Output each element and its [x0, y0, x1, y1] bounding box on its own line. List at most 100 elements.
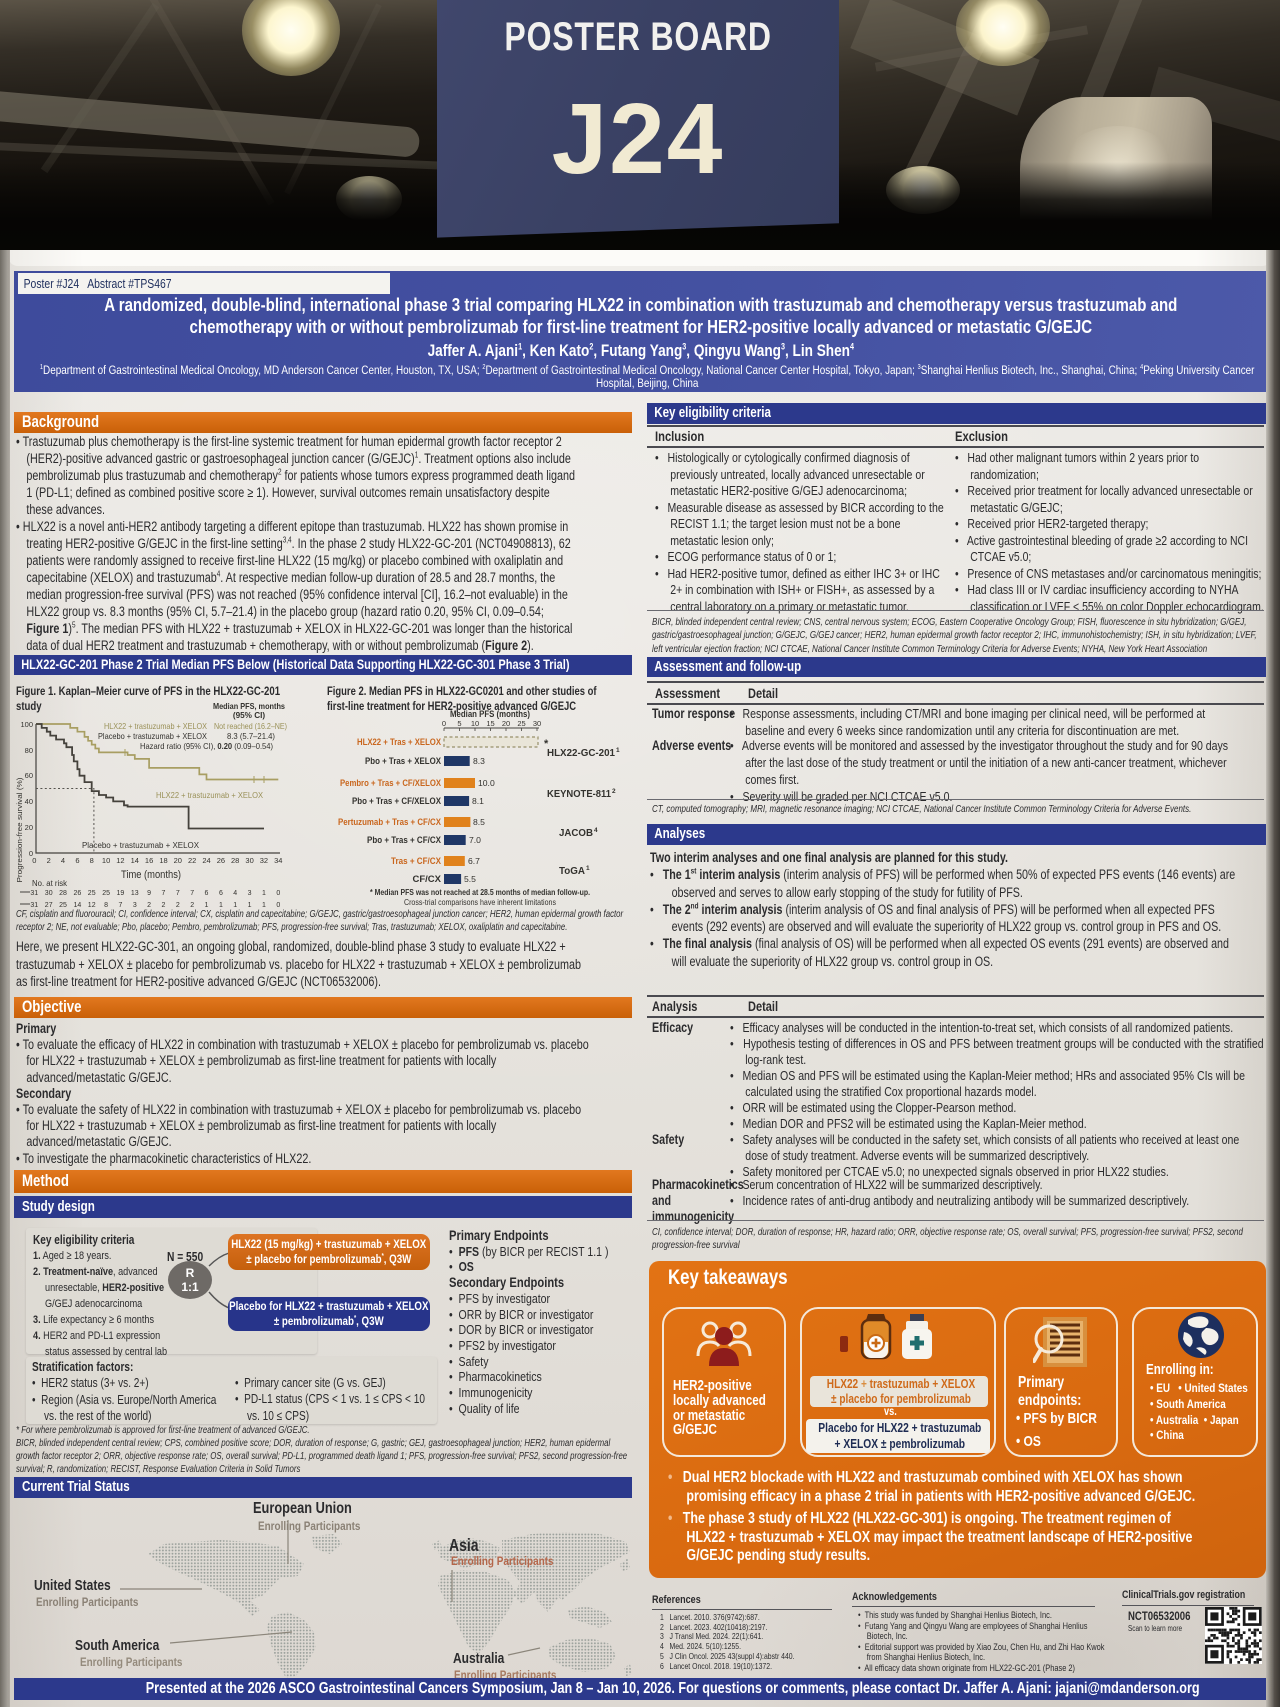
svg-text:60: 60: [25, 771, 33, 780]
svg-text:5: 5: [457, 719, 461, 728]
svg-text:HLX22-GC-201: HLX22-GC-201: [547, 747, 615, 759]
svg-text:34: 34: [274, 856, 282, 865]
svg-text:7: 7: [118, 902, 122, 909]
svg-text:2: 2: [190, 902, 194, 909]
svg-text:4: 4: [233, 890, 237, 897]
svg-text:30: 30: [45, 890, 53, 897]
svg-text:31: 31: [30, 890, 38, 897]
svg-text:2: 2: [47, 856, 51, 865]
svg-text:20: 20: [502, 719, 510, 728]
svg-text:2: 2: [612, 788, 616, 795]
svg-text:CF/CX: CF/CX: [413, 874, 442, 885]
svg-text:24: 24: [202, 856, 210, 865]
svg-text:Hazard ratio (95% CI), 0.20 (0: Hazard ratio (95% CI), 0.20 (0.09–0.54): [140, 741, 273, 751]
svg-text:* Median PFS was not reached a: * Median PFS was not reached at 28.5 mon…: [370, 887, 590, 897]
svg-text:HLX22 + trastuzumab + XELOX: HLX22 + trastuzumab + XELOX: [104, 721, 207, 731]
svg-text:14: 14: [74, 902, 82, 909]
svg-text:0: 0: [276, 902, 280, 909]
svg-text:8: 8: [104, 902, 108, 909]
svg-text:6: 6: [205, 890, 209, 897]
svg-text:1: 1: [248, 902, 252, 909]
svg-text:12: 12: [116, 856, 124, 865]
svg-text:25: 25: [102, 890, 110, 897]
svg-text:Pertuzumab + Tras + CF/CX: Pertuzumab + Tras + CF/CX: [338, 817, 442, 828]
svg-text:8.5: 8.5: [473, 817, 485, 827]
svg-text:5.5: 5.5: [464, 874, 476, 884]
svg-text:2: 2: [162, 902, 166, 909]
svg-text:12: 12: [88, 902, 96, 909]
svg-text:1: 1: [262, 890, 266, 897]
svg-text:1: 1: [233, 902, 237, 909]
svg-text:8.3: 8.3: [473, 756, 485, 766]
svg-text:HLX22 + trastuzumab + XELOX: HLX22 + trastuzumab + XELOX: [156, 790, 263, 800]
svg-text:18: 18: [159, 856, 167, 865]
svg-text:28: 28: [59, 890, 67, 897]
svg-text:Median PFS (months): Median PFS (months): [450, 709, 530, 719]
svg-text:1: 1: [616, 747, 620, 754]
svg-text:13: 13: [131, 890, 139, 897]
svg-text:HLX22 + Tras + XELOX: HLX22 + Tras + XELOX: [357, 737, 442, 748]
svg-text:JACOB: JACOB: [559, 827, 593, 839]
svg-text:22: 22: [188, 856, 196, 865]
svg-text:Pbo + Tras + CF/XELOX: Pbo + Tras + CF/XELOX: [352, 796, 442, 807]
svg-text:6.7: 6.7: [468, 856, 480, 866]
svg-text:25: 25: [517, 719, 525, 728]
svg-text:2: 2: [147, 902, 151, 909]
svg-text:32: 32: [260, 856, 268, 865]
svg-text:26: 26: [74, 890, 82, 897]
svg-text:Not reached (16.2–NE): Not reached (16.2–NE): [214, 721, 287, 731]
svg-text:Placebo + trastuzumab + XELOX: Placebo + trastuzumab + XELOX: [98, 731, 207, 741]
svg-text:0: 0: [32, 856, 36, 865]
svg-text:30: 30: [533, 719, 541, 728]
svg-text:80: 80: [25, 746, 33, 755]
svg-text:19: 19: [117, 890, 125, 897]
svg-text:0: 0: [276, 890, 280, 897]
svg-text:(95% CI): (95% CI): [233, 711, 266, 720]
svg-text:Pembro + Tras + CF/XELOX: Pembro + Tras + CF/XELOX: [340, 778, 442, 789]
svg-text:7: 7: [190, 890, 194, 897]
svg-text:ToGA: ToGA: [559, 865, 585, 877]
svg-text:31: 31: [30, 902, 38, 909]
svg-text:0: 0: [442, 719, 446, 728]
svg-text:7.0: 7.0: [469, 835, 481, 845]
svg-text:8.1: 8.1: [472, 796, 484, 806]
svg-text:14: 14: [131, 856, 139, 865]
svg-text:10.0: 10.0: [478, 778, 495, 788]
svg-text:2: 2: [176, 902, 180, 909]
svg-text:6: 6: [75, 856, 79, 865]
svg-text:Time (months): Time (months): [121, 869, 181, 881]
svg-text:0: 0: [29, 849, 33, 858]
svg-text:27: 27: [45, 902, 53, 909]
svg-text:10: 10: [471, 719, 479, 728]
svg-text:4: 4: [61, 856, 65, 865]
svg-text:1: 1: [586, 865, 590, 872]
svg-text:7: 7: [176, 890, 180, 897]
svg-text:20: 20: [174, 856, 182, 865]
svg-text:26: 26: [217, 856, 225, 865]
svg-text:1: 1: [262, 902, 266, 909]
svg-text:8.3 (5.7–21.4): 8.3 (5.7–21.4): [227, 731, 275, 741]
svg-text:9: 9: [147, 890, 151, 897]
svg-text:40: 40: [25, 797, 33, 806]
svg-text:1: 1: [219, 902, 223, 909]
svg-text:Pbo + Tras + CF/CX: Pbo + Tras + CF/CX: [367, 835, 442, 846]
svg-text:3: 3: [133, 902, 137, 909]
svg-text:Placebo + trastuzumab + XELOX: Placebo + trastuzumab + XELOX: [82, 840, 199, 850]
svg-text:3: 3: [248, 890, 252, 897]
svg-text:25: 25: [88, 890, 96, 897]
svg-text:*: *: [544, 738, 549, 750]
svg-text:Progression-free survival (%): Progression-free survival (%): [15, 777, 24, 883]
svg-text:Pbo + Tras + XELOX: Pbo + Tras + XELOX: [365, 756, 442, 767]
svg-text:Cross-trial comparisons have i: Cross-trial comparisons have inherent li…: [404, 897, 556, 907]
svg-text:Median PFS, months: Median PFS, months: [213, 702, 285, 711]
svg-text:20: 20: [25, 823, 33, 832]
svg-text:25: 25: [59, 902, 67, 909]
svg-text:15: 15: [486, 719, 494, 728]
svg-text:30: 30: [245, 856, 253, 865]
svg-text:10: 10: [102, 856, 110, 865]
svg-text:100: 100: [20, 720, 33, 729]
svg-text:16: 16: [145, 856, 153, 865]
svg-text:1: 1: [205, 902, 209, 909]
svg-text:28: 28: [231, 856, 239, 865]
svg-text:No. at risk: No. at risk: [32, 879, 68, 888]
